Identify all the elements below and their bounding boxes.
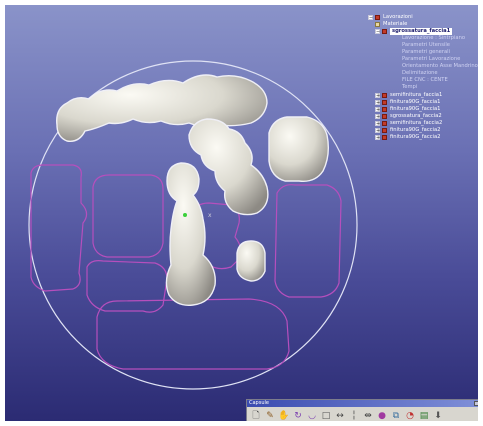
report-icon[interactable]: ▤ (419, 411, 429, 421)
expand-toggle[interactable]: + (375, 127, 381, 134)
tree-item-label: sgrossatura_faccia2 (390, 113, 442, 119)
sphere-icon[interactable]: ● (378, 411, 386, 421)
tree-item[interactable]: + finitura90G_faccia2 (375, 127, 440, 134)
tree-item[interactable]: + sgrossatura_faccia2 (375, 113, 442, 120)
new-file-icon[interactable]: 🗋 (252, 411, 260, 421)
tree-item-label: finitura90G_faccia1 (390, 106, 441, 112)
tree-item[interactable]: + semifinitura_faccia1 (375, 92, 442, 99)
tree-item[interactable]: + semifinitura_faccia2 (375, 120, 442, 127)
tree-child[interactable]: Orientamento Asse Mandrino (402, 63, 478, 70)
close-icon[interactable] (474, 401, 478, 406)
tree-child[interactable]: Parametri Utensile (402, 42, 450, 49)
tree-child-label: Lavorazione : Sintrpiano (402, 35, 466, 41)
export-icon[interactable]: ⬇ (434, 411, 442, 421)
operation-icon (382, 113, 387, 119)
collapse-toggle[interactable]: − (368, 14, 374, 21)
tree-child[interactable]: Lavorazione : Sintrpiano (402, 35, 465, 42)
tree-child[interactable]: Parametri Lavorazione (402, 56, 460, 63)
square-icon[interactable]: □ (321, 411, 331, 421)
tree-child-label: Parametri Utensile (402, 42, 450, 48)
tree-item-label: sgrossatura_faccia1 (390, 28, 453, 35)
operation-icon (382, 106, 387, 112)
tree-item-materiale[interactable]: Materiale (375, 21, 407, 28)
tree-item[interactable]: + finitura90G_faccia1 (375, 106, 440, 113)
collapse-toggle[interactable]: − (375, 28, 381, 35)
operation-icon (382, 99, 387, 105)
expand-toggle[interactable]: + (375, 134, 381, 141)
expand-toggle[interactable]: + (375, 99, 381, 106)
tree-item-selected[interactable]: − sgrossatura_faccia1 (375, 28, 453, 35)
disc-scene[interactable]: x (5, 5, 478, 421)
tree-child-label: FILE CNC : CENTE (402, 77, 448, 83)
rotate-icon[interactable]: ↻ (294, 411, 302, 421)
tree-child[interactable]: FILE CNC : CENTE (402, 77, 448, 84)
line-icon[interactable]: ╎ (351, 411, 357, 421)
expand-toggle[interactable]: + (375, 92, 381, 99)
tree-item[interactable]: + finitura90G_faccia1 (375, 99, 440, 106)
tree-child[interactable]: Parametri generali (402, 49, 450, 56)
teeth (56, 74, 330, 306)
tree-child[interactable]: Delimitazione (402, 70, 438, 77)
operation-icon (382, 92, 387, 98)
tree-child[interactable]: Tempi (402, 84, 417, 91)
palette-title-bar[interactable]: Capsule (247, 400, 478, 407)
tree-child-label: Orientamento Asse Mandrino (402, 63, 478, 69)
operation-icon (382, 127, 387, 133)
axis-cross: x (208, 212, 212, 219)
tree-root[interactable]: − Lavorazioni (368, 14, 413, 21)
expand-toggle[interactable]: + (375, 113, 381, 120)
tree-child-label: Parametri generali (402, 49, 451, 55)
arrows-h-icon[interactable]: ↔ (336, 411, 344, 421)
measure-icon[interactable]: ⇹ (364, 411, 372, 421)
arc-icon[interactable]: ◡ (308, 411, 316, 421)
tree-child-label: Parametri Lavorazione (402, 56, 461, 62)
operation-icon (382, 120, 387, 126)
tree-item-label: finitura90G_faccia2 (390, 134, 441, 140)
3d-viewport[interactable]: x − Lavorazioni Materiale − sgrossatura_… (5, 5, 478, 421)
operation-icon (382, 28, 387, 34)
hand-icon[interactable]: ✋ (278, 411, 290, 421)
tree-item[interactable]: + finitura90G_faccia2 (375, 134, 440, 141)
tree-child-label: Tempi (402, 84, 418, 90)
copy-icon[interactable]: ⧉ (392, 411, 400, 421)
operation-icon (382, 134, 387, 140)
tool-palette[interactable]: Capsule 🗋 ✎ ✋ ↻ ◡ □ ↔ ╎ ⇹ ● ⧉ ◔ ▤ ⬇ (246, 399, 478, 421)
tree-item-label: semifinitura_faccia2 (390, 120, 443, 126)
material-icon (375, 21, 380, 27)
expand-toggle[interactable]: + (375, 106, 381, 113)
tree-item-label: finitura90G_faccia1 (390, 99, 441, 105)
disc-outline (28, 60, 358, 390)
tree-child-label: Delimitazione (402, 70, 438, 76)
tree-item-label: semifinitura_faccia1 (390, 92, 443, 98)
tree-root-label: Lavorazioni (383, 14, 413, 20)
pencil-icon[interactable]: ✎ (266, 411, 274, 421)
tree-item-label: Materiale (383, 21, 408, 27)
folder-icon (375, 14, 380, 20)
expand-toggle[interactable]: + (375, 120, 381, 127)
palette-title: Capsule (249, 400, 269, 406)
pivot-marker[interactable] (183, 213, 187, 217)
palette-tools: 🗋 ✎ ✋ ↻ ◡ □ ↔ ╎ ⇹ ● ⧉ ◔ ▤ ⬇ (247, 407, 478, 421)
pipe-icon[interactable]: ◔ (406, 411, 414, 421)
tree-item-label: finitura90G_faccia2 (390, 127, 441, 133)
